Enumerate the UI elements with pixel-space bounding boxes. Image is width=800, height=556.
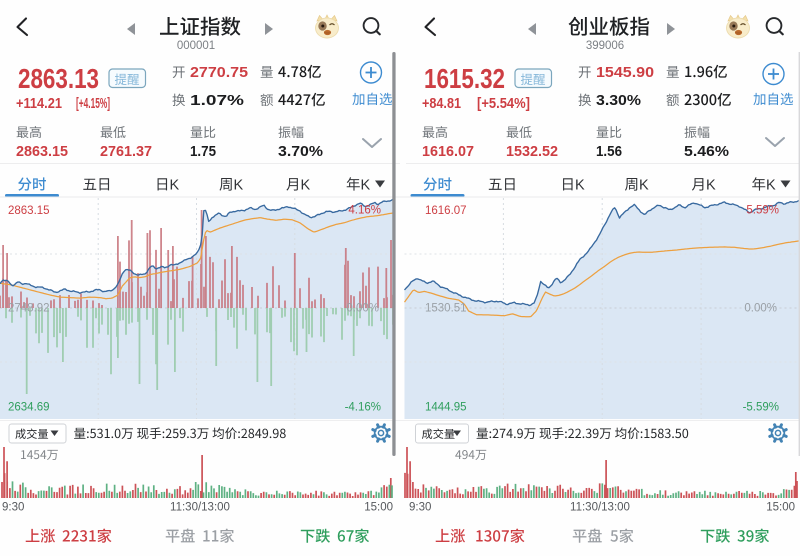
svg-text:0.00%: 0.00% — [744, 303, 777, 315]
svg-text:K: K — [639, 178, 649, 194]
svg-text:4.16%: 4.16% — [348, 205, 381, 217]
svg-text:K: K — [575, 178, 585, 194]
svg-text:[+4.15%]: [+4.15%] — [76, 95, 110, 112]
svg-text:1615.32: 1615.32 — [424, 63, 505, 94]
svg-text:+84.81: +84.81 — [422, 95, 461, 112]
svg-text:1532.52: 1532.52 — [506, 143, 558, 160]
svg-text:2770.75: 2770.75 — [190, 65, 248, 81]
svg-text:11:30/13:00: 11:30/13:00 — [170, 502, 230, 514]
svg-text:15:00: 15:00 — [364, 502, 393, 514]
svg-text:+114.21: +114.21 — [16, 95, 62, 112]
svg-text:1.75: 1.75 — [190, 143, 216, 160]
svg-text:[+5.54%]: [+5.54%] — [477, 95, 530, 112]
svg-text:K: K — [766, 178, 776, 194]
svg-text:K: K — [301, 178, 311, 194]
svg-text:15:00: 15:00 — [766, 502, 795, 514]
svg-text:2748.92: 2748.92 — [8, 303, 50, 315]
svg-text:11:30/13:00: 11:30/13:00 — [570, 502, 630, 514]
svg-text:K: K — [361, 178, 371, 194]
svg-text:1530.51: 1530.51 — [425, 303, 467, 315]
svg-text:2761.37: 2761.37 — [100, 143, 152, 160]
svg-text:1616.07: 1616.07 — [422, 143, 474, 160]
svg-text:9:30: 9:30 — [409, 502, 431, 514]
svg-text:1444.95: 1444.95 — [425, 402, 467, 414]
svg-text:1.07%: 1.07% — [190, 93, 244, 109]
svg-text:2863.13: 2863.13 — [18, 63, 99, 94]
svg-text:3.70%: 3.70% — [278, 143, 323, 160]
svg-text:2863.15: 2863.15 — [8, 205, 50, 217]
svg-text:0.00%: 0.00% — [346, 303, 379, 315]
svg-text:3.30%: 3.30% — [596, 93, 641, 109]
svg-text:K: K — [234, 178, 244, 194]
svg-text:399006: 399006 — [586, 40, 624, 52]
svg-text:2863.15: 2863.15 — [16, 143, 68, 160]
svg-text:2634.69: 2634.69 — [8, 402, 50, 414]
svg-text:-5.59%: -5.59% — [743, 402, 779, 414]
svg-text:5.46%: 5.46% — [684, 143, 729, 160]
svg-text:1616.07: 1616.07 — [425, 205, 467, 217]
svg-text:K: K — [706, 178, 716, 194]
svg-text:K: K — [170, 178, 180, 194]
svg-text:1.56: 1.56 — [596, 143, 622, 160]
svg-text:9:30: 9:30 — [2, 502, 24, 514]
svg-text:-4.16%: -4.16% — [345, 402, 381, 414]
svg-text:000001: 000001 — [177, 40, 215, 52]
svg-text:1545.90: 1545.90 — [596, 65, 654, 81]
svg-text:5.59%: 5.59% — [746, 205, 779, 217]
